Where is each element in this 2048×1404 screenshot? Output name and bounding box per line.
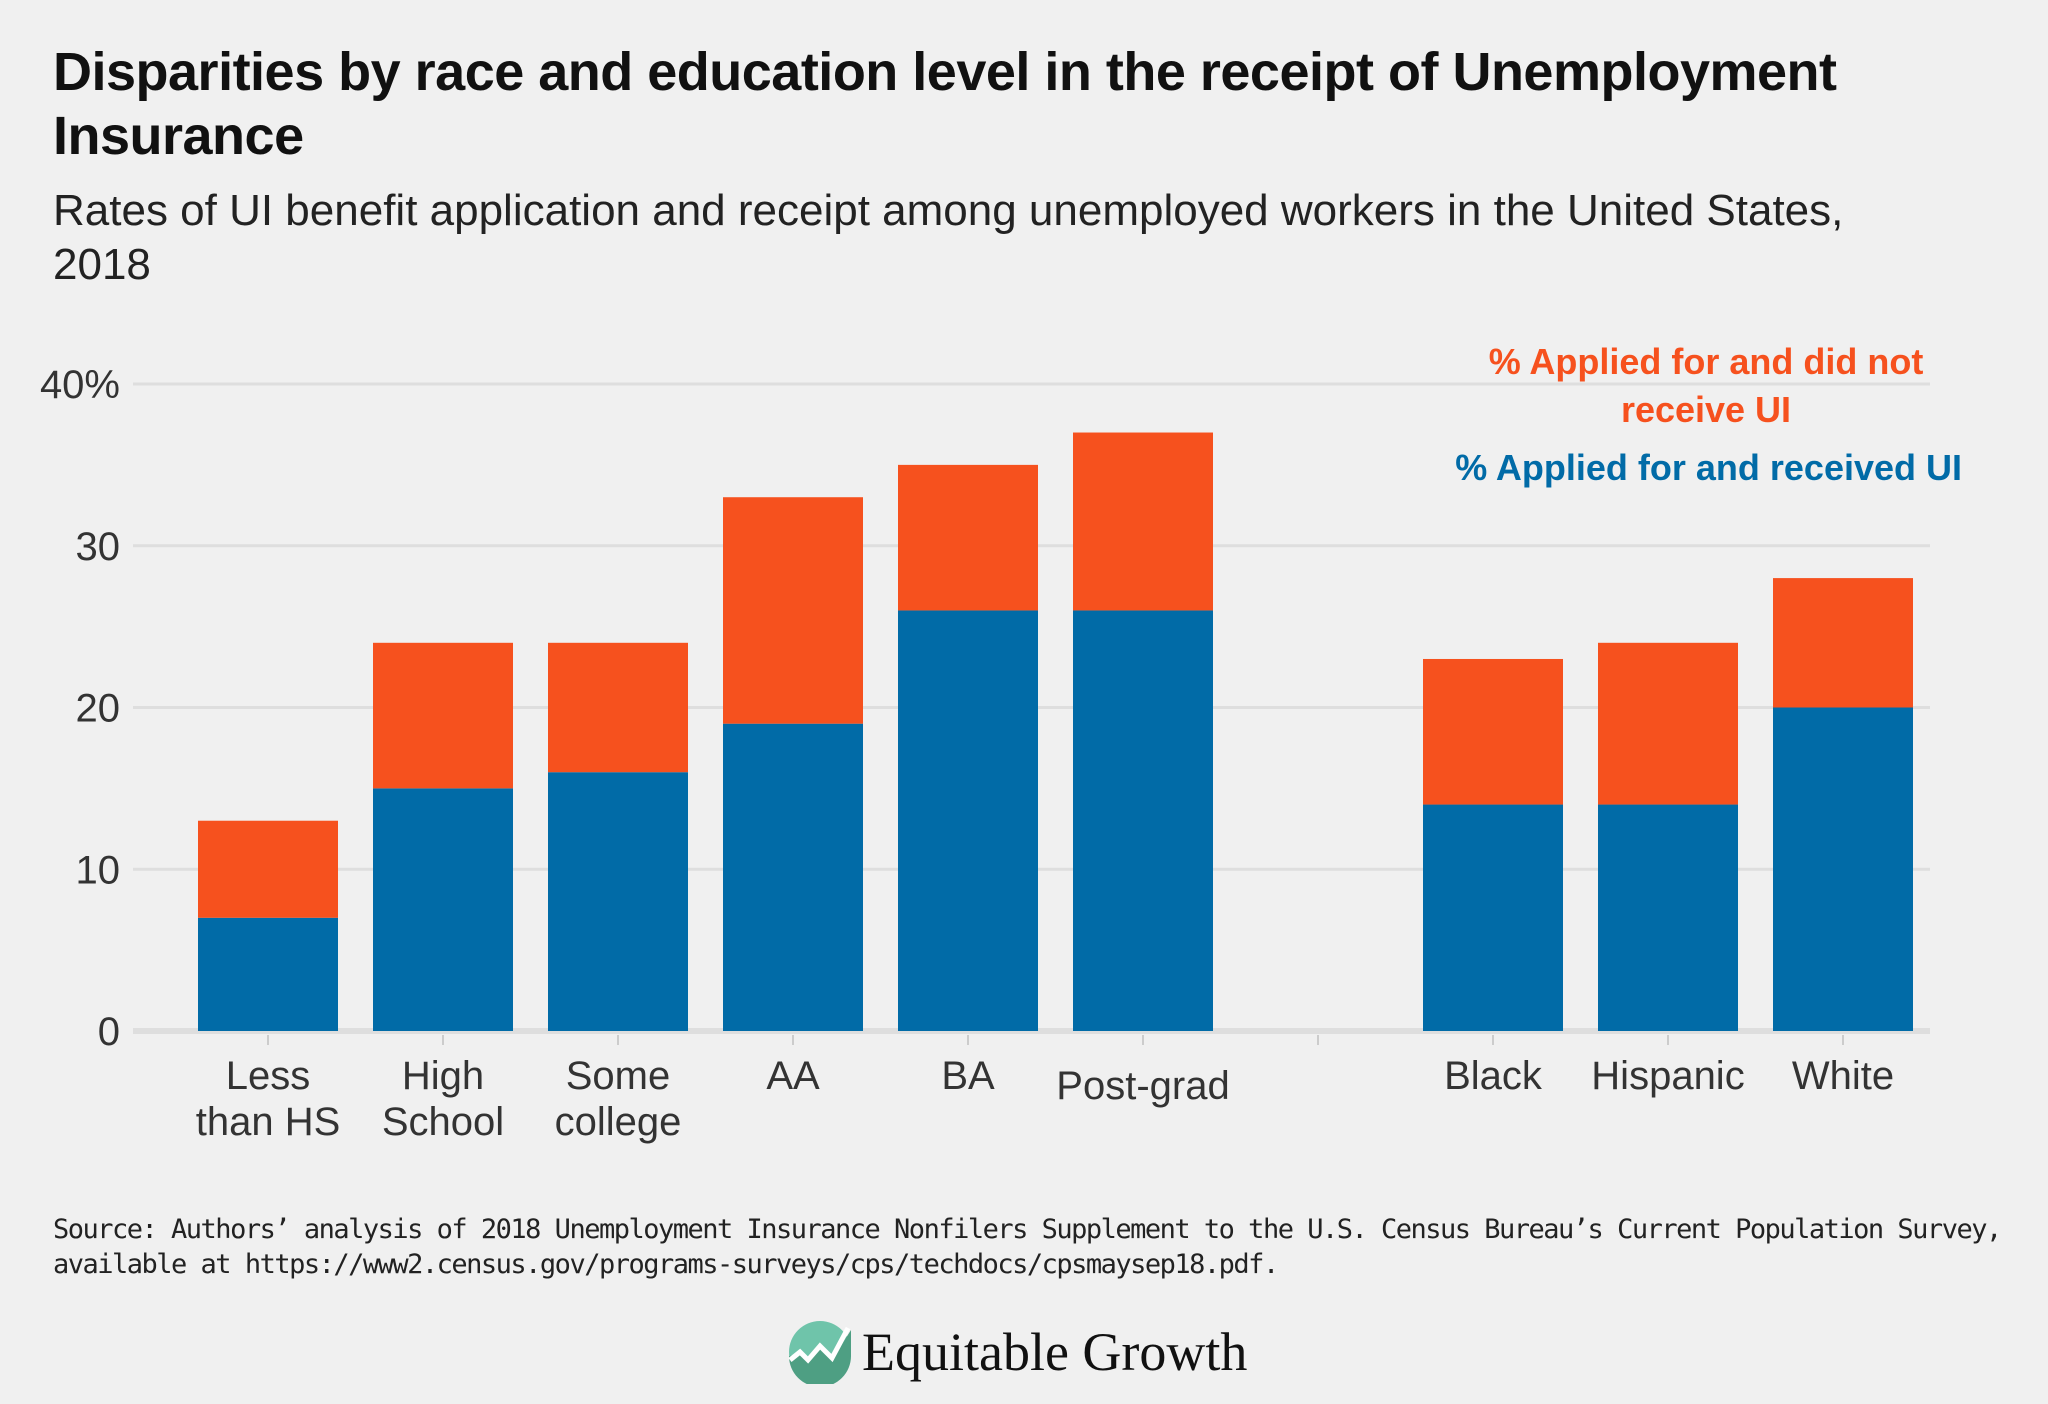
legend-entry: receive UI [1621,389,1791,430]
x-tick-label: Black [1444,1054,1543,1098]
chart-title: Disparities by race and education level … [53,42,1837,166]
y-tick-label: 30 [76,525,121,569]
bar-received [1423,804,1563,1031]
x-tick-label: BA [941,1054,995,1098]
x-tick-label: Hispanic [1591,1054,1744,1098]
bar-received [548,772,688,1031]
x-tick-label: Some [566,1054,671,1098]
y-tick-label: 40% [40,363,120,407]
y-tick-label: 0 [98,1010,120,1054]
bar-received [1773,707,1913,1031]
legend-entry: % Applied for and received UI [1455,447,1962,488]
x-tick-label: High [402,1054,484,1098]
bar-not-received [1073,432,1213,611]
logo-text: Equitable Growth [862,1322,1248,1382]
chart-subtitle: Rates of UI benefit application and rece… [53,186,1844,289]
x-tick-label: college [555,1100,682,1144]
bar-not-received [548,642,688,773]
bar-received [1598,804,1738,1031]
bar-received [898,610,1038,1031]
bar-not-received [198,820,338,918]
x-tick-label: than HS [196,1100,341,1144]
bar-received [723,723,863,1031]
x-tick-label: White [1792,1054,1894,1098]
y-tick-label: 10 [76,848,121,892]
x-tick-label: AA [766,1054,820,1098]
bar-not-received [1773,578,1913,708]
source-note: Source: Authors’ analysis of 2018 Unempl… [53,1214,2002,1280]
bar-received [1073,610,1213,1031]
x-tick-label: Post-grad [1056,1064,1229,1108]
bar-not-received [1598,642,1738,805]
bar-not-received [1423,658,1563,805]
rising-line-circle-logo-icon [788,1321,851,1384]
bar-not-received [898,464,1038,611]
bar-not-received [373,642,513,789]
bar-not-received [723,497,863,724]
x-tick-label: School [382,1100,504,1144]
legend-entry: % Applied for and did not [1489,341,1924,382]
bar-received [373,788,513,1031]
bar-received [198,917,338,1031]
x-tick-label: Less [226,1054,311,1098]
y-tick-label: 20 [76,687,121,731]
equitable-growth-logo: Equitable Growth [788,1320,1247,1384]
